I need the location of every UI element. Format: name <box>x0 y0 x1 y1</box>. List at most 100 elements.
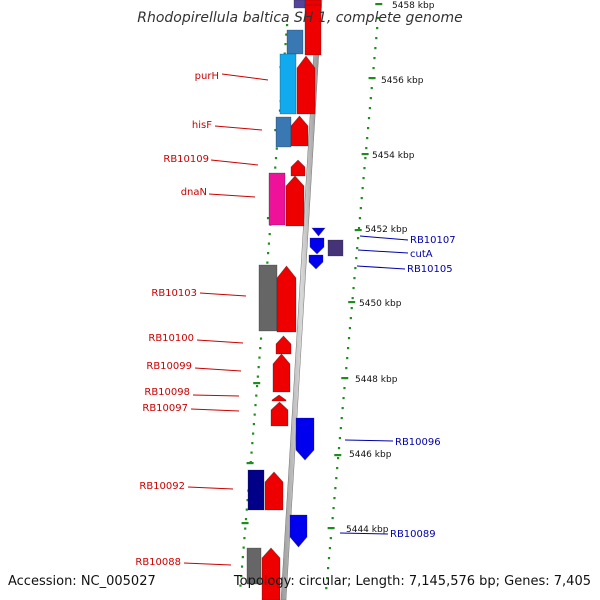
gene-label-RB10096: RB10096 <box>395 437 441 448</box>
gene-RB10107 <box>311 227 326 237</box>
scale-label: 5448 kbp <box>355 375 398 385</box>
gene-arrow <box>285 175 305 227</box>
gene-cutA <box>327 239 344 257</box>
outer-tick-track-dot <box>367 127 370 130</box>
outer-tick-track-dot <box>347 337 351 340</box>
outer-tick-track-major-tick <box>348 301 356 304</box>
gene-label-RB10109: RB10109 <box>163 154 209 165</box>
outer-tick-track-dot <box>361 187 364 190</box>
map-title: Rhodopirellula baltica SH 1, complete ge… <box>137 10 463 26</box>
outer-tick-track-dot <box>353 277 356 280</box>
outer-tick-track-major-tick <box>341 377 349 380</box>
outer-tick-track-dot <box>375 37 378 40</box>
outer-tick-track-dot <box>332 507 335 510</box>
backbone-layer <box>280 0 323 600</box>
inner-tick-track-dot <box>286 24 289 27</box>
outer-tick-track-major-tick <box>354 229 362 232</box>
outer-tick-track-dot <box>360 197 363 200</box>
inner-tick-track-dot <box>256 375 259 378</box>
inner-tick-track-dot <box>259 337 263 340</box>
inner-tick-track-dot <box>267 252 270 255</box>
outer-tick-track-dot <box>377 17 380 20</box>
gene-RB10109 <box>290 159 306 177</box>
outer-tick-track-major-tick <box>361 153 369 156</box>
inner-tick-track-dot <box>267 242 271 245</box>
outer-tick-track-dot <box>327 567 330 570</box>
gene-arrow <box>276 265 297 333</box>
inner-tick-track-dot <box>257 366 260 369</box>
gene-reverse <box>309 237 325 255</box>
inner-tick-track-dot <box>244 527 247 530</box>
genome-backbone <box>280 0 323 600</box>
gene-arrow <box>304 4 322 56</box>
gene-label-dnaN: dnaN <box>181 187 207 198</box>
gene-label-RB10103: RB10103 <box>151 288 197 299</box>
inner-tick-track-dot <box>251 442 254 445</box>
inner-tick-track-dot <box>274 157 278 160</box>
scale-labels-layer: 5458 kbp 5456 kbp 5454 kbp 5452 kbp 5450 kbp… <box>346 1 435 535</box>
gene-RB10098 <box>271 394 287 402</box>
outer-tick-track-dot <box>345 367 348 370</box>
outer-tick-track-dot <box>373 57 376 60</box>
leader-line <box>208 193 256 198</box>
outer-tick-track-dot <box>357 227 361 230</box>
outer-tick-track-dot <box>355 257 358 260</box>
outer-tick-track-dot <box>331 517 334 520</box>
gene-arrow <box>261 547 281 600</box>
outer-tick-track-dot <box>369 97 372 100</box>
gene-label-hisF: hisF <box>192 120 212 131</box>
inner-tick-track-dot <box>240 565 244 568</box>
outer-tick-track-dot <box>342 397 345 400</box>
gene-arrow <box>290 115 309 147</box>
gene-label-RB10105: RB10105 <box>407 264 453 275</box>
inner-tick-track-dot <box>243 537 246 540</box>
outer-tick-track-dot <box>359 207 362 210</box>
leader-line <box>192 394 240 397</box>
outer-tick-track-dot <box>352 287 355 290</box>
leader-line <box>344 439 394 442</box>
gene-label-RB10107: RB10107 <box>410 235 456 246</box>
gene-label-RB10088: RB10088 <box>135 557 181 568</box>
inner-tick-track-dot <box>255 394 258 397</box>
accession-text: Accession: NC_005027 <box>8 574 156 589</box>
outer-tick-track-dot <box>357 237 360 240</box>
gene-label-RB10099: RB10099 <box>146 361 192 372</box>
leader-line <box>190 408 240 412</box>
outer-tick-track-dot <box>368 107 372 110</box>
gene-label-RB10097: RB10097 <box>142 403 188 414</box>
gene-RB10103 <box>258 264 278 332</box>
outer-tick-track-major-tick <box>368 77 376 80</box>
inner-tick-track-dot <box>254 404 257 407</box>
gene-label-RB10098: RB10098 <box>144 387 190 398</box>
outer-tick-track-dot <box>362 177 365 180</box>
inner-tick-track-dot <box>252 423 256 426</box>
outer-tick-track-dot <box>351 297 354 300</box>
gene-RB10088 <box>246 547 262 585</box>
leader-line <box>187 486 234 490</box>
scale-label: 5450 kbp <box>359 299 402 309</box>
outer-tick-track-dot <box>348 327 352 330</box>
inner-tick-track-dot <box>284 43 287 46</box>
outer-tick-track-major-tick <box>375 3 383 6</box>
gene-label-cutA: cutA <box>410 249 433 260</box>
inner-tick-track-dot <box>250 451 253 454</box>
scale-label: 5454 kbp <box>372 151 415 161</box>
leader-line <box>199 292 247 297</box>
outer-tick-track-dot <box>346 357 349 360</box>
leader-line <box>194 367 242 372</box>
inner-tick-track-major-tick <box>241 522 249 525</box>
leader-line <box>214 125 263 131</box>
scale-label: 5458 kbp <box>392 1 435 11</box>
outer-tick-track-dot <box>349 317 352 320</box>
outer-tick-track-dot <box>354 267 357 270</box>
inner-tick-track-dot <box>268 233 271 236</box>
leader-line <box>183 562 232 566</box>
outer-tick-track-dot <box>326 577 329 580</box>
outer-tick-track-dot <box>347 347 350 350</box>
outer-tick-track-major-tick <box>327 527 335 530</box>
outer-tick-track-dot <box>358 217 362 220</box>
gene-label-purH: purH <box>195 71 219 82</box>
gene-dnaN <box>268 172 286 226</box>
inner-tick-track-dot <box>241 556 244 559</box>
